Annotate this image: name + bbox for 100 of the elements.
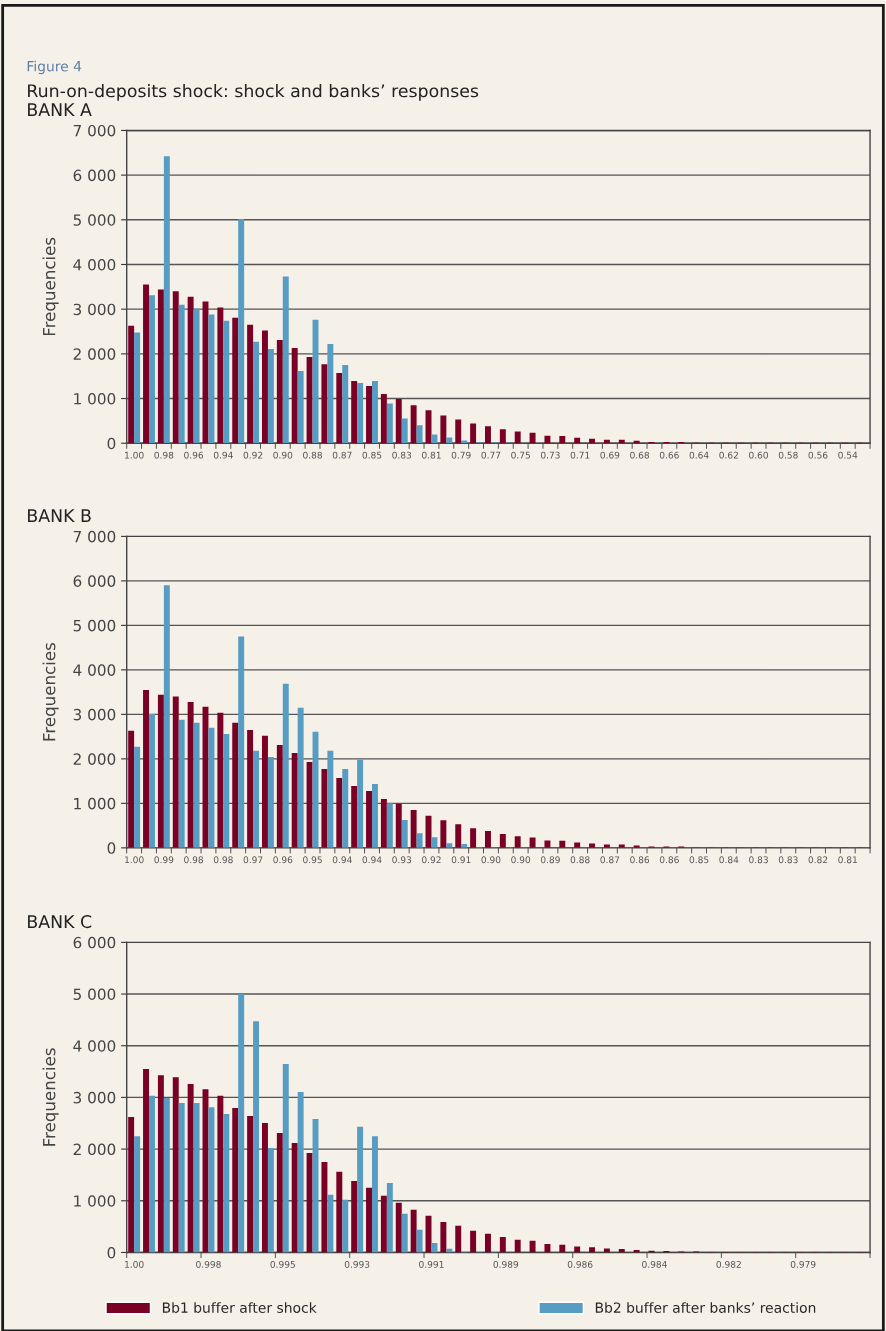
bar [401, 820, 408, 848]
bar [372, 381, 378, 444]
x-tick-label: 0.986 [567, 1260, 593, 1268]
bar [276, 745, 283, 848]
x-tick-label: 0.81 [422, 451, 441, 459]
bar [232, 1108, 239, 1253]
bar [134, 1136, 141, 1253]
x-tick-label: 0.82 [808, 856, 828, 864]
chart-title: BANK A [28, 103, 92, 116]
bar [238, 994, 245, 1253]
bar [178, 1103, 185, 1253]
bar [336, 373, 343, 444]
bar [336, 1171, 343, 1253]
bar [401, 1213, 408, 1253]
x-tick-label: 0.85 [362, 451, 382, 459]
bar [297, 1091, 304, 1253]
y-tick-label: 2 000 [73, 348, 116, 360]
bar [134, 332, 141, 444]
bar [395, 1202, 402, 1253]
y-tick-label: 2 000 [73, 1143, 116, 1156]
bar [440, 415, 447, 444]
y-axis-title: Frequencies [42, 643, 59, 741]
bar [386, 403, 393, 444]
bar [178, 304, 185, 444]
bar [603, 439, 610, 444]
bar [618, 439, 625, 444]
bar [223, 320, 230, 444]
bar [431, 1242, 438, 1253]
y-axis-title: Frequencies [42, 237, 59, 336]
bar [380, 1195, 387, 1253]
x-tick-label: 0.991 [419, 1260, 444, 1268]
bar [267, 757, 274, 848]
bar [297, 371, 304, 444]
x-tick-label: 0.64 [689, 451, 709, 459]
chart-title: BANK B [28, 509, 91, 522]
bar [172, 291, 179, 444]
bar [484, 830, 491, 848]
x-tick-label: 0.54 [838, 451, 858, 459]
bar [484, 1233, 491, 1253]
bar [327, 344, 334, 444]
bar [416, 1229, 423, 1253]
x-tick-label: 0.993 [344, 1260, 370, 1268]
x-tick-label: 0.85 [689, 856, 709, 864]
bar [282, 683, 289, 848]
bar [253, 750, 260, 848]
bar [529, 1240, 536, 1253]
bar [499, 834, 506, 848]
bar [455, 419, 462, 444]
bar [143, 1068, 149, 1253]
x-tick-label: 0.92 [422, 856, 441, 864]
bar [395, 803, 402, 848]
x-tick-label: 0.71 [570, 451, 590, 459]
bar [455, 1225, 462, 1253]
bar [410, 810, 417, 848]
x-tick-label: 0.69 [600, 451, 620, 459]
y-tick-label: 0 [107, 1246, 116, 1259]
bar [157, 1075, 164, 1253]
bar [306, 761, 313, 848]
bar [440, 1221, 447, 1253]
x-tick-label: 0.83 [778, 856, 798, 864]
bar [431, 837, 438, 848]
y-tick-label: 4 000 [73, 258, 116, 271]
bar [297, 707, 304, 848]
bar [149, 295, 155, 444]
x-tick-label: 0.56 [808, 451, 828, 459]
bar [380, 798, 387, 848]
bar [514, 431, 521, 444]
bar [589, 843, 596, 848]
bar [386, 1182, 393, 1253]
text: Run-on-deposits shock: shock and banks’ responses [28, 83, 479, 101]
bar [143, 284, 149, 444]
bar [291, 1142, 298, 1253]
bar [238, 218, 245, 444]
bar [172, 696, 179, 848]
x-tick-label: 0.90 [273, 451, 293, 459]
bar [217, 307, 224, 444]
x-tick-label: 0.94 [332, 856, 352, 864]
x-tick-label: 1.00 [125, 1260, 144, 1268]
y-tick-label: 5 000 [73, 214, 116, 226]
x-tick-label: 0.95 [303, 856, 322, 864]
bar [366, 790, 372, 848]
x-tick-label: 0.81 [838, 856, 857, 864]
bar [351, 381, 358, 444]
bar [267, 1148, 274, 1253]
bar [291, 348, 298, 444]
x-tick-label: 0.77 [481, 451, 501, 459]
bar [193, 1103, 200, 1253]
bar [484, 426, 491, 444]
y-tick-label: 5 000 [73, 619, 116, 632]
y-tick-label: 6 000 [73, 169, 116, 182]
bar [128, 325, 135, 444]
y-tick-label: 4 000 [73, 664, 116, 676]
bar [342, 1199, 349, 1253]
bar [208, 727, 215, 848]
bar [291, 753, 298, 848]
bar [336, 777, 343, 848]
x-tick-label: 0.86 [659, 856, 679, 864]
bar [261, 330, 268, 444]
bar [128, 1117, 135, 1253]
x-tick-label: 0.96 [184, 451, 204, 459]
